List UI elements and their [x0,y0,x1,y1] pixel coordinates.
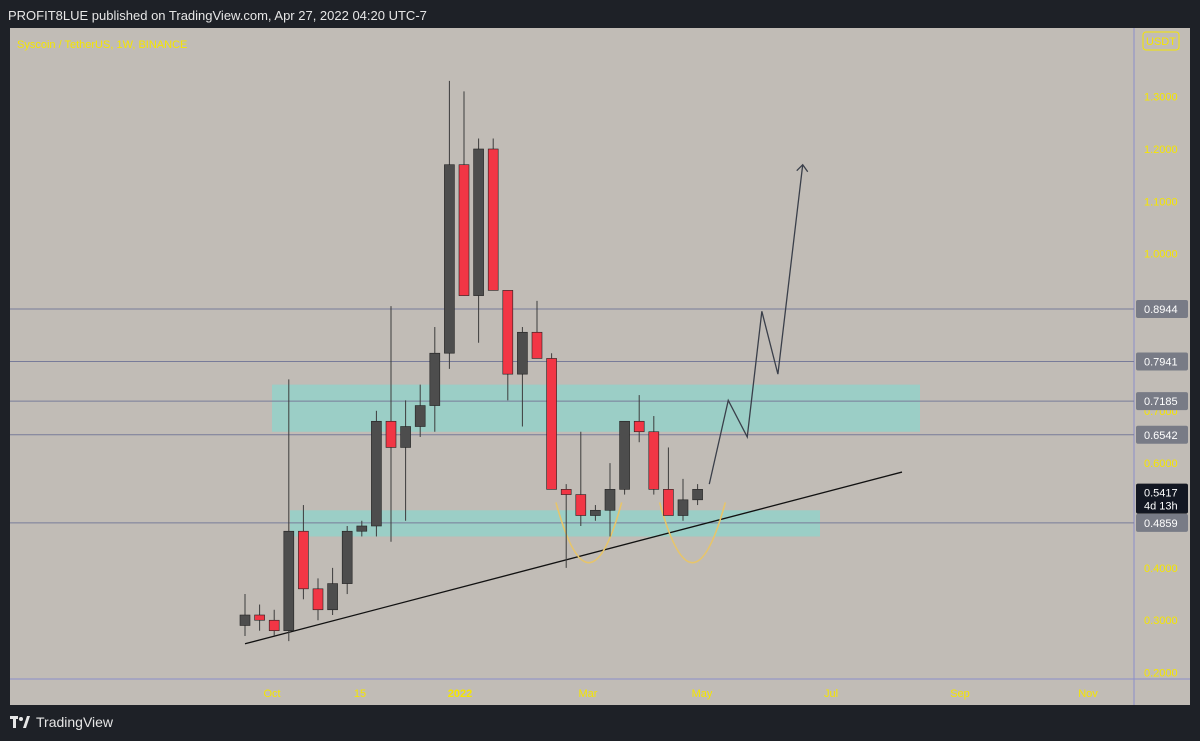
currency-label: USDT [1146,36,1176,48]
candle-up [473,148,484,296]
candle-down [268,619,280,632]
ascending-trendline [244,471,903,645]
x-tick-label: Nov [1078,688,1098,700]
candle-down [560,489,572,495]
level-tag-box [1136,392,1188,411]
candle-down [663,489,674,516]
level-tag-text: 0.7185 [1144,396,1178,408]
candle-down [487,148,499,291]
x-tick-label: Mar [579,688,598,700]
projection-path [708,163,809,485]
candle-up [677,499,689,516]
candle-up [400,426,411,448]
candle-down [531,331,543,359]
horizontal-levels [10,308,1134,524]
projection-arrowhead [796,163,809,173]
currency-badge[interactable]: USDT [1142,31,1180,51]
y-tick-label: 1.1000 [1144,196,1178,208]
candle-down [312,588,324,611]
candle-down [648,431,660,490]
candle-up [590,509,601,516]
y-tick-label: 1.3000 [1144,92,1178,104]
candle-down [254,614,265,621]
candle-up [517,331,528,375]
candle-up [692,489,703,501]
candlesticks [239,80,703,642]
cup-curve [658,502,727,564]
cup-patterns [555,502,727,564]
candle-up [429,352,441,406]
level-tag-box [1136,352,1188,371]
zone-rect [272,384,920,432]
level-tag-box [1136,425,1188,444]
candle-down [385,420,397,448]
candle-up [283,530,295,632]
candle-down [298,530,309,590]
y-tick-label: 0.6000 [1144,458,1178,470]
time-axis-background[interactable] [10,679,1190,705]
trendline [244,471,903,645]
tradingview-logo[interactable]: TradingView [10,714,113,730]
candle-up [371,420,382,527]
y-tick-label: 0.4000 [1144,563,1178,575]
candle-up [444,164,455,354]
candle-down [575,494,587,516]
candle-down [633,420,645,433]
level-tag-box [1136,300,1188,319]
candle-down [546,358,557,490]
brand-name: TradingView [36,714,114,730]
x-tick-label: 2022 [448,688,472,700]
current-price-tag [1136,483,1188,514]
price-axis-labels: 1.30001.20001.10001.00000.70000.60000.40… [1144,92,1178,680]
x-tick-label: Sep [950,688,970,700]
x-tick-label: Oct [263,688,280,700]
y-tick-label: 0.2000 [1144,668,1178,680]
chart-title: Syscoin / TetherUS, 1W, BINANCE [17,39,187,51]
tradingview-icon [10,716,30,728]
y-tick-label: 0.3000 [1144,615,1178,627]
chart-background [10,28,1134,679]
candle-down [458,164,470,296]
candle-up [604,489,616,511]
current-price-countdown: 4d 13h [1144,501,1178,513]
candle-up [414,405,426,427]
level-tag-text: 0.7941 [1144,357,1178,369]
time-axis-labels: Oct 15 2022 Mar May Jul Sep Nov [263,688,1098,700]
candle-up [619,420,630,490]
level-tag-box [1136,513,1188,532]
x-tick-label: Jul [824,688,838,700]
level-tag-text: 0.8944 [1144,304,1178,316]
candle-up [327,583,338,611]
candle-up [356,525,368,532]
projection-line [708,164,804,485]
y-tick-label: 1.2000 [1144,144,1178,156]
x-tick-label: May [692,688,713,700]
candle-down [502,290,514,375]
cup-curve [555,502,623,564]
publish-info: PROFIT8LUE published on TradingView.com,… [8,8,427,23]
y-tick-label: 1.0000 [1144,249,1178,261]
candle-up [341,530,353,584]
current-price-value: 0.5417 [1144,488,1178,500]
x-tick-label: 15 [354,688,366,700]
candle-up [239,614,251,626]
level-tag-text: 0.6542 [1144,430,1178,442]
level-tag-text: 0.4859 [1144,518,1178,530]
